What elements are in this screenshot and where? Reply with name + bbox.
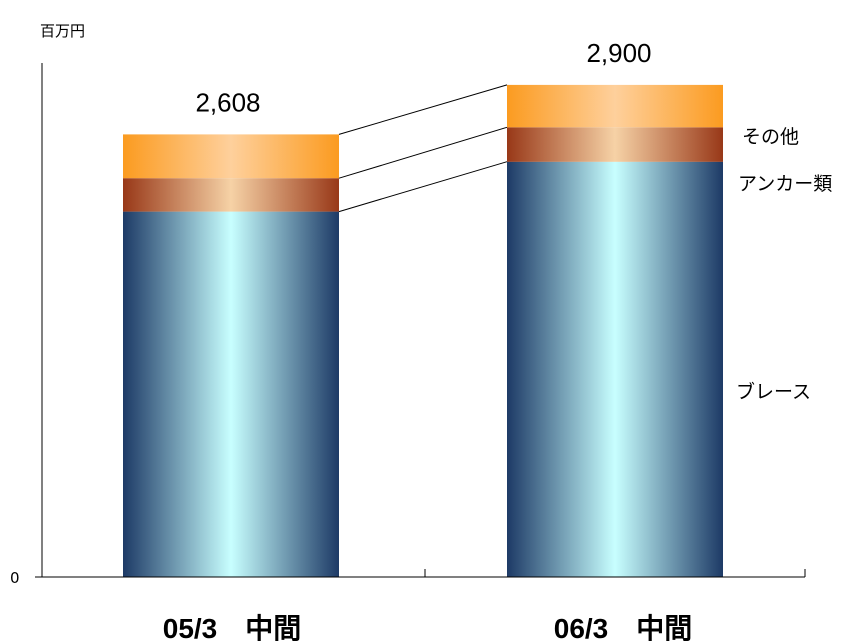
bar-segment-anchor bbox=[507, 127, 723, 162]
bar-segment-anchor bbox=[123, 178, 339, 212]
series-label-anchor: アンカー類 bbox=[738, 173, 832, 195]
series-labels: ブレース アンカー類 その他 bbox=[736, 126, 832, 403]
series-label-brace: ブレース bbox=[736, 380, 811, 403]
category-label: 05/3 中間 bbox=[163, 613, 302, 641]
connector-line bbox=[338, 161, 508, 213]
total-value-label: 2,608 bbox=[195, 87, 260, 117]
series-connector-lines bbox=[338, 84, 508, 213]
bar-segment-other bbox=[507, 84, 723, 128]
category-axis-labels: 05/3 中間 06/3 中間 bbox=[163, 613, 693, 641]
y-axis-zero-label: 0 bbox=[10, 569, 20, 587]
bar-segment-brace bbox=[123, 211, 339, 577]
connector-line bbox=[338, 84, 508, 135]
connector-line bbox=[338, 126, 508, 179]
total-value-label: 2,900 bbox=[586, 38, 651, 68]
bar-segment-brace bbox=[507, 161, 723, 577]
series-label-other: その他 bbox=[742, 126, 799, 148]
bar-stacks bbox=[123, 84, 723, 577]
bar-segment-other bbox=[123, 134, 339, 179]
category-label: 06/3 中間 bbox=[554, 613, 693, 641]
y-axis-unit-label: 百万円 bbox=[40, 22, 85, 40]
total-value-labels: 2,608 2,900 bbox=[195, 38, 651, 118]
